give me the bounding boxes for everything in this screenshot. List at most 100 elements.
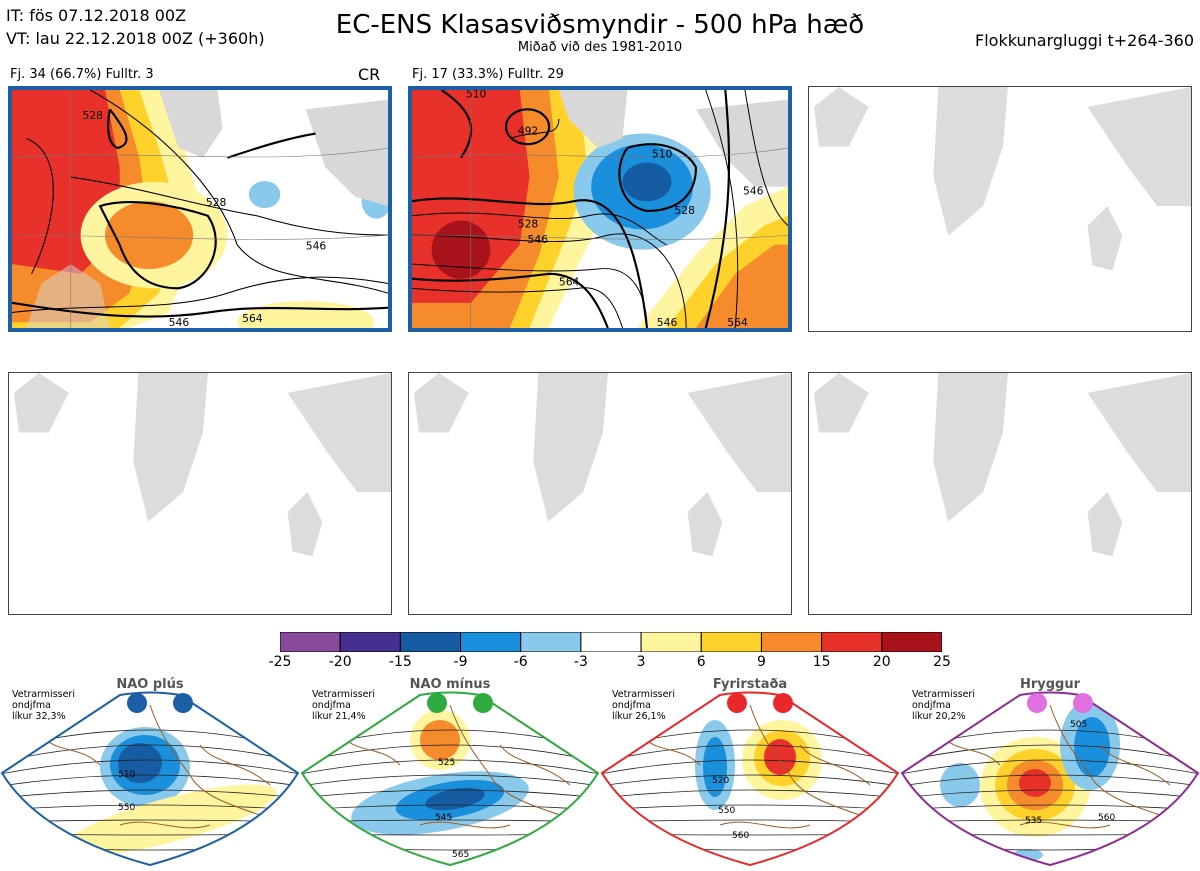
colorbar-swatch bbox=[760, 631, 823, 653]
regime-map: 525 545 565 bbox=[300, 691, 600, 867]
regime-panel: 525 545 565 NAO mínus Vetrarmisseri ondjfma … bbox=[300, 675, 600, 871]
regime-marker-icon bbox=[727, 693, 747, 713]
cluster-2-map: 510 492 510 528 528 546 546 564 546 564 bbox=[412, 90, 788, 328]
height-contour bbox=[2, 804, 298, 811]
regime-panel: 510 550 NAO plús Vetrarmisseri ondjfma líku… bbox=[0, 675, 300, 871]
coastline bbox=[39, 704, 271, 829]
colorbar-tick-label: 6 bbox=[696, 654, 706, 670]
colorbar-swatches bbox=[279, 631, 943, 653]
regime-marker-icon bbox=[173, 693, 193, 713]
colorbar-tick-label: -6 bbox=[513, 654, 528, 670]
contour-label: 510 bbox=[118, 770, 135, 780]
contour-label: 565 bbox=[452, 850, 469, 860]
colorbar-tick-label: 9 bbox=[756, 654, 766, 670]
regime-frame bbox=[600, 691, 900, 867]
panel-1-badge: CR bbox=[358, 65, 381, 84]
height-contour bbox=[302, 744, 598, 763]
height-contour-528-closed bbox=[98, 201, 217, 290]
colorbar-swatch bbox=[881, 631, 943, 653]
contour-label: 505 bbox=[1070, 720, 1087, 730]
classification-window: Flokkunargluggi t+264-360 bbox=[975, 31, 1194, 50]
empty-map bbox=[813, 373, 1191, 557]
greenland-landmass bbox=[158, 90, 223, 158]
colorbar-swatch bbox=[640, 631, 702, 653]
valid-time: VT: lau 22.12.2018 00Z (+360h) bbox=[6, 29, 265, 48]
colorbar bbox=[279, 631, 943, 653]
graticule bbox=[12, 90, 388, 328]
anomaly-darkred bbox=[431, 220, 491, 279]
regime-marker-icon bbox=[127, 693, 147, 713]
contour-label: 528 bbox=[83, 109, 104, 122]
regime-frame bbox=[300, 691, 600, 867]
height-contour bbox=[602, 774, 898, 787]
anomaly-blue-1 bbox=[248, 180, 281, 209]
panel-1-label: Fj. 34 (66.7%) Fulltr. 3 bbox=[10, 67, 154, 82]
colorbar-tick-label: 20 bbox=[872, 654, 891, 670]
contour-label: 546 bbox=[169, 316, 190, 328]
coastline bbox=[339, 704, 571, 829]
height-contour bbox=[902, 804, 1198, 811]
colorbar-swatch bbox=[821, 631, 883, 653]
regime-map: 505 535 560 bbox=[900, 691, 1200, 867]
greenland-landmass bbox=[558, 90, 628, 149]
colorbar-tick-label: -3 bbox=[573, 654, 588, 670]
regime-name: NAO plús bbox=[116, 677, 184, 692]
empty-map bbox=[813, 87, 1191, 271]
regime-name: NAO mínus bbox=[409, 677, 491, 692]
anomaly-shading bbox=[425, 787, 485, 811]
cluster-panel-5[interactable] bbox=[408, 372, 792, 615]
height-contour bbox=[2, 789, 298, 799]
contour-label: 535 bbox=[1025, 816, 1042, 826]
regime-probability-note: Vetrarmisseri ondjfma líkur 21,4% bbox=[312, 689, 375, 722]
height-contour bbox=[302, 774, 598, 787]
contour-label: 564 bbox=[242, 312, 263, 325]
height-contour bbox=[902, 774, 1198, 787]
contour-label: 560 bbox=[732, 831, 749, 841]
contour-label: 525 bbox=[438, 758, 455, 768]
cluster-panel-6[interactable] bbox=[808, 372, 1192, 615]
panel-2-label: Fj. 17 (33.3%) Fulltr. 29 bbox=[412, 67, 564, 82]
height-contour bbox=[302, 804, 598, 811]
contour-label: 545 bbox=[435, 813, 452, 823]
cluster-1-map: 528 528 546 546 564 bbox=[12, 90, 388, 328]
cluster-panel-1[interactable]: 528 528 546 546 564 bbox=[8, 86, 392, 332]
regime-probability-note: Vetrarmisseri ondjfma líkur 20,2% bbox=[912, 689, 975, 722]
coastline bbox=[939, 704, 1171, 829]
regime-map: 510 550 bbox=[0, 691, 300, 867]
height-contours-thick bbox=[12, 108, 388, 318]
regime-probability-note: Vetrarmisseri ondjfma líkur 32,3% bbox=[12, 689, 75, 722]
anomaly-shading bbox=[703, 737, 727, 797]
empty-map bbox=[13, 373, 391, 557]
contour-label: 520 bbox=[712, 776, 729, 786]
colorbar-swatch bbox=[399, 631, 462, 653]
contour-label: 560 bbox=[1098, 813, 1115, 823]
regime-frame bbox=[0, 691, 300, 867]
colorbar-swatch bbox=[460, 631, 522, 653]
anomaly-shading bbox=[118, 743, 162, 783]
contour-label: 546 bbox=[306, 240, 327, 253]
height-contours-thin bbox=[12, 90, 388, 314]
colorbar-tick-label: -15 bbox=[388, 654, 412, 670]
height-contour bbox=[2, 744, 298, 763]
height-contour bbox=[302, 759, 598, 775]
contour-label: 528 bbox=[518, 217, 539, 230]
contour-label: 564 bbox=[727, 316, 748, 328]
cluster-panel-3[interactable] bbox=[808, 86, 1192, 332]
cluster-panel-2[interactable]: 510 492 510 528 528 546 546 564 546 564 bbox=[408, 86, 792, 332]
regime-panel: 520 550 560 Fyrirstaða Vetrarmisseri ondjfma… bbox=[600, 675, 900, 871]
height-contour bbox=[602, 759, 898, 775]
regime-marker-icon bbox=[1073, 693, 1093, 713]
graticule bbox=[412, 90, 788, 328]
regime-probability-note: Vetrarmisseri ondjfma líkur 26,1% bbox=[612, 689, 675, 722]
colorbar-swatch bbox=[580, 631, 642, 653]
contour-label: 510 bbox=[466, 90, 487, 101]
height-contour bbox=[602, 789, 898, 799]
colorbar-swatch bbox=[520, 631, 582, 653]
colorbar-tick-label: -9 bbox=[453, 654, 468, 670]
contour-label: 528 bbox=[206, 196, 227, 209]
weather-regimes: 510 550 NAO plús Vetrarmisseri ondjfma líku… bbox=[0, 675, 1200, 871]
contour-label: 528 bbox=[674, 204, 695, 217]
cluster-panel-4[interactable] bbox=[8, 372, 392, 615]
height-contour bbox=[602, 804, 898, 811]
height-contour bbox=[902, 744, 1198, 763]
